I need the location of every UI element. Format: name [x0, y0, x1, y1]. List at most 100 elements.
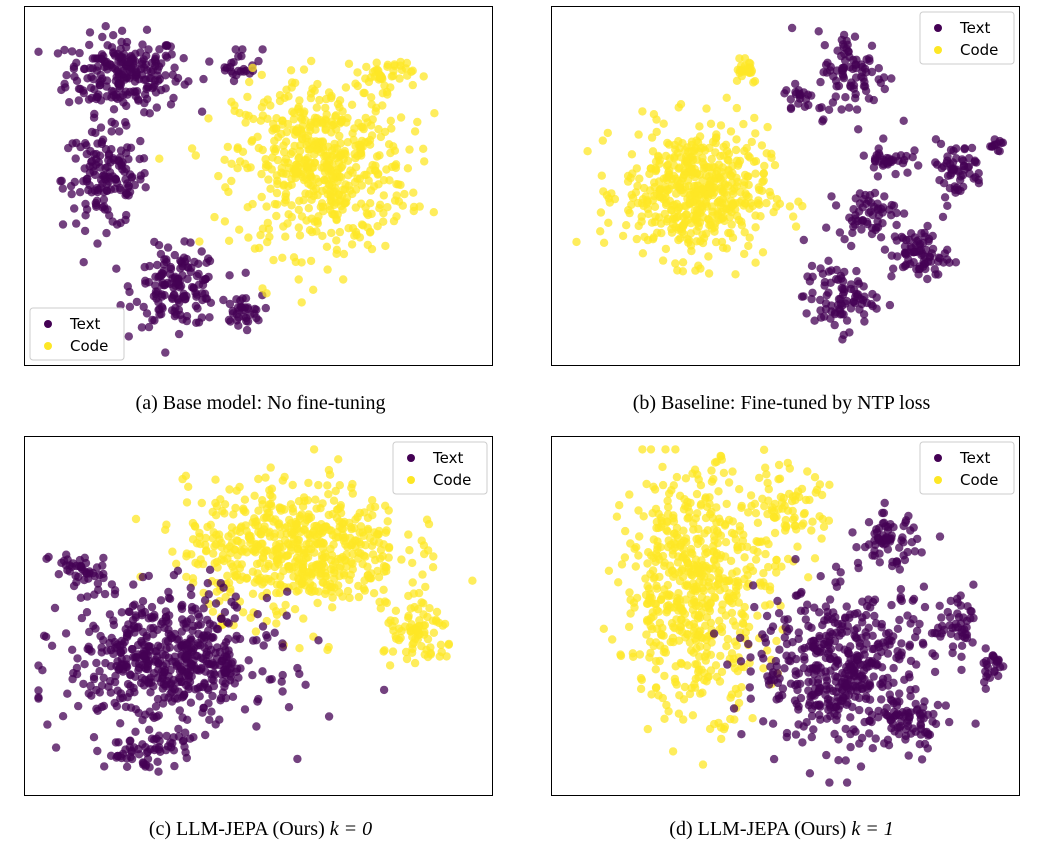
text-point	[896, 592, 905, 602]
code-point	[383, 517, 392, 526]
text-point	[883, 649, 893, 658]
code-point	[732, 103, 741, 113]
code-point	[251, 627, 261, 636]
text-point	[164, 587, 173, 597]
code-point	[810, 473, 820, 482]
code-point	[731, 145, 741, 155]
code-point	[763, 122, 772, 132]
text-point	[44, 552, 53, 562]
text-point	[867, 41, 877, 50]
code-point	[664, 502, 673, 512]
text-point	[56, 176, 65, 186]
code-point	[734, 689, 743, 698]
text-point	[837, 274, 846, 283]
legend-label-code: Code	[70, 337, 108, 355]
text-point	[195, 692, 204, 701]
code-point	[783, 458, 792, 468]
text-point	[791, 667, 800, 676]
code-point	[257, 103, 267, 112]
code-point	[808, 517, 817, 526]
text-point	[908, 153, 917, 162]
code-point	[347, 100, 357, 110]
text-point	[892, 653, 901, 662]
code-point	[358, 221, 368, 230]
text-point	[909, 615, 918, 624]
text-point	[898, 234, 908, 243]
text-point	[205, 715, 214, 724]
code-point	[628, 169, 637, 178]
text-point	[186, 698, 196, 707]
text-point	[746, 653, 755, 662]
code-point	[366, 199, 375, 208]
code-point	[686, 498, 695, 508]
caption-text: (a) Base model: No fine-tuning	[135, 392, 386, 414]
legend-marker-code	[44, 342, 52, 350]
text-point	[84, 642, 93, 651]
caption-a: (a) Base model: No fine-tuning	[0, 392, 521, 415]
text-point	[799, 663, 809, 673]
code-point	[726, 714, 735, 724]
text-point	[155, 305, 164, 314]
text-point	[854, 125, 863, 134]
text-point	[82, 608, 92, 617]
text-point	[89, 674, 99, 684]
code-point	[321, 552, 330, 562]
text-point	[957, 652, 966, 661]
text-point	[152, 103, 161, 112]
code-point	[650, 202, 660, 211]
code-point	[755, 185, 764, 195]
text-point	[174, 329, 184, 339]
code-point	[664, 568, 674, 577]
text-point	[62, 71, 71, 80]
code-point	[161, 525, 170, 534]
code-point	[372, 152, 382, 161]
text-point	[101, 658, 110, 668]
text-point	[198, 276, 208, 285]
text-point	[928, 649, 937, 658]
code-point	[710, 177, 719, 186]
text-point	[107, 580, 117, 589]
code-point	[332, 236, 341, 245]
code-point	[634, 130, 643, 139]
code-point	[760, 161, 769, 171]
text-point	[945, 621, 954, 630]
code-point	[254, 474, 263, 484]
code-point	[286, 149, 296, 159]
code-point	[182, 552, 191, 561]
code-point	[639, 512, 648, 521]
code-point	[396, 61, 405, 70]
code-point	[204, 114, 213, 123]
text-point	[928, 231, 937, 241]
code-point	[701, 544, 710, 553]
text-point	[109, 620, 119, 630]
code-point	[625, 490, 634, 499]
tsne-plot-c: Text Code	[24, 436, 493, 796]
code-point	[646, 569, 655, 579]
code-point	[817, 534, 826, 543]
text-point	[137, 638, 146, 647]
text-point	[34, 694, 43, 703]
text-point	[768, 622, 778, 631]
text-point	[822, 223, 831, 232]
text-point	[148, 315, 157, 325]
code-point	[712, 526, 722, 536]
code-point	[703, 502, 712, 512]
text-point	[968, 638, 977, 647]
code-point	[233, 551, 242, 560]
text-point	[709, 629, 719, 638]
text-point	[820, 616, 829, 625]
code-point	[311, 495, 320, 504]
text-point	[876, 680, 885, 689]
text-point	[825, 595, 835, 604]
caption-d: (d) LLM-JEPA (Ours) k = 1	[521, 818, 1042, 841]
text-point	[142, 84, 151, 94]
text-point	[182, 753, 191, 763]
text-point	[197, 107, 207, 116]
code-point	[211, 475, 220, 484]
code-point	[312, 103, 321, 112]
text-point	[826, 644, 836, 654]
text-point	[270, 628, 279, 637]
code-point	[325, 470, 335, 479]
code-point	[191, 558, 200, 568]
text-point	[961, 630, 970, 639]
